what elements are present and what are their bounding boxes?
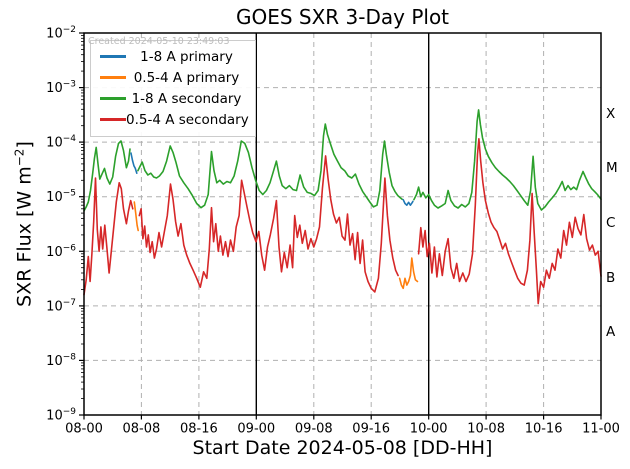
legend-label: 0.5-4 A secondary	[126, 111, 249, 128]
flare-class-label-m: M	[606, 160, 618, 176]
x-tick-label: 09-00	[237, 422, 275, 437]
y-tick-label: 10−3	[46, 80, 76, 97]
legend-line-swatch	[100, 97, 126, 100]
legend-line-swatch	[100, 76, 126, 79]
legend-label: 1-8 A secondary	[131, 90, 242, 107]
y-axis-label: SXR Flux [W m−2]	[12, 141, 35, 307]
x-tick-label: 09-08	[295, 422, 333, 437]
legend-item: 1-8 A secondary	[97, 88, 247, 109]
x-axis-label: Start Date 2024-05-08 [DD-HH]	[192, 437, 493, 459]
series-line-0-5-4-a-secondary	[417, 138, 602, 305]
x-tick-label: 10-00	[410, 422, 448, 437]
y-axis-label-prefix: SXR Flux [W m	[13, 166, 36, 307]
y-tick-label: 10−5	[46, 189, 76, 206]
series-line-0-5-4-a-primary	[398, 257, 419, 290]
series-line-0-5-4-a-primary	[133, 201, 139, 232]
flare-class-label-a: A	[606, 324, 616, 340]
series-line-0-5-4-a-secondary	[83, 177, 134, 296]
legend-box: 1-8 A primary 0.5-4 A primary 1-8 A second…	[90, 40, 256, 137]
y-axis-label-suffix: ]	[13, 141, 36, 149]
legend-item: 1-8 A primary	[97, 46, 247, 67]
plot-border	[83, 32, 602, 416]
x-tick-label: 11-00	[582, 422, 620, 437]
y-tick-label: 10−7	[46, 298, 76, 315]
x-tick-label: 10-08	[467, 422, 505, 437]
y-tick-label: 10−2	[46, 25, 76, 42]
y-axis-label-exponent: −2	[12, 148, 27, 167]
legend-line-swatch	[100, 118, 126, 121]
y-tick-label: 10−4	[46, 134, 76, 151]
y-tick-label: 10−9	[46, 407, 76, 424]
series-line-0-5-4-a-secondary	[138, 155, 399, 293]
created-watermark: Created 2024-05-10 23:49:03	[88, 36, 230, 47]
axes-layer: 08-00 08-08 08-16 09-00 09-08 09-16 10-00 10-08…	[46, 25, 620, 437]
legend-label: 1-8 A primary	[140, 48, 233, 65]
chart-title: GOES SXR 3-Day Plot	[235, 5, 450, 29]
series-line-1-8-a-secondary	[137, 123, 403, 209]
series-layer	[83, 109, 602, 305]
y-tick-label: 10−8	[46, 352, 76, 369]
x-tick-label: 08-00	[65, 422, 103, 437]
flare-class-label-c: C	[606, 215, 616, 231]
series-line-1-8-a-primary	[130, 152, 138, 174]
legend-label: 0.5-4 A primary	[133, 69, 240, 86]
y-tick-label: 10−6	[46, 243, 76, 259]
flare-class-label-b: B	[606, 270, 616, 286]
flare-class-label-x: X	[606, 106, 616, 122]
series-line-1-8-a-primary	[402, 198, 414, 206]
day-boundary-layer	[255, 33, 430, 415]
x-tick-label: 09-16	[352, 422, 390, 437]
legend-item: 0.5-4 A primary	[97, 67, 247, 88]
legend-line-swatch	[100, 55, 126, 58]
legend-item: 0.5-4 A secondary	[97, 109, 249, 130]
series-line-1-8-a-secondary	[413, 109, 602, 211]
x-tick-label: 10-16	[525, 422, 563, 437]
x-tick-label: 08-16	[180, 422, 218, 437]
series-line-1-8-a-secondary	[83, 140, 131, 212]
x-tick-label: 08-08	[123, 422, 161, 437]
